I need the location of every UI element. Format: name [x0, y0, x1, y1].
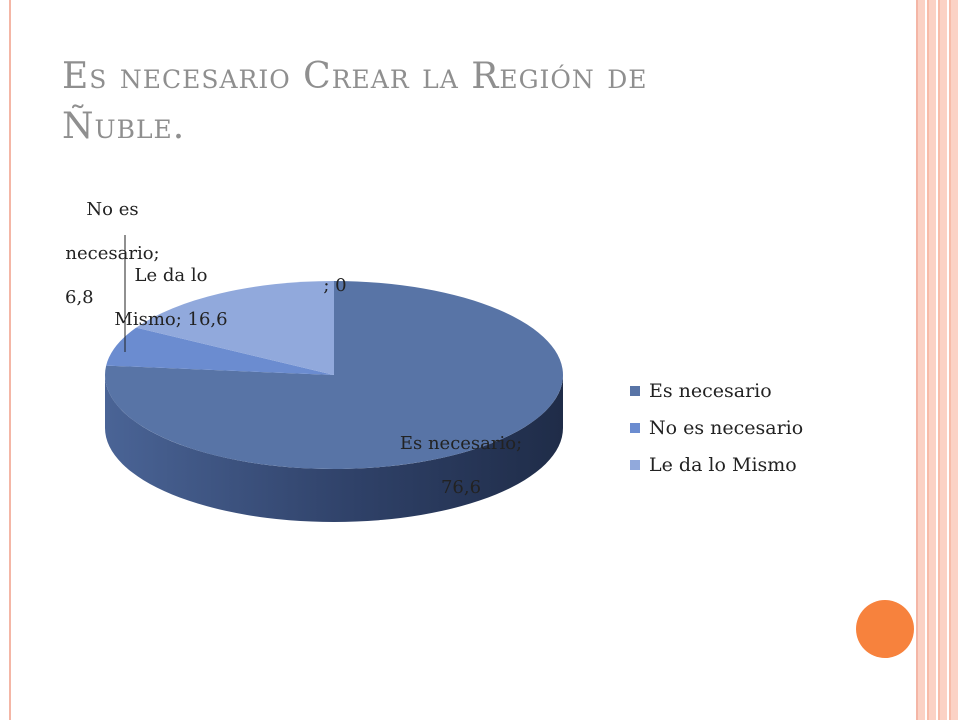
chart-legend: Es necesario No es necesario Le da lo Mi…: [630, 372, 803, 483]
slide-frame-left-border: [9, 0, 11, 720]
slide-frame-right-stripes: [918, 0, 960, 720]
legend-swatch: [630, 385, 640, 396]
decorative-orange-circle: [856, 600, 914, 658]
pie-slice-le-da-lo-mismo: [136, 281, 334, 375]
slide-title-line-1: Es necesario Crear la Región de: [62, 56, 648, 97]
legend-item-es-necesario: Es necesario: [630, 372, 803, 409]
legend-label: No es necesario: [649, 416, 804, 439]
data-label-no-es-necesario-line2: necesario;: [65, 243, 160, 264]
data-label-es-necesario: Es necesario; 76,6: [376, 411, 546, 521]
legend-swatch: [630, 422, 640, 433]
slide-title: Es necesario Crear la Región de Ñuble.: [62, 52, 822, 152]
data-label-es-necesario-value: 76,6: [440, 477, 482, 498]
legend-label: Es necesario: [649, 379, 772, 402]
legend-label: Le da lo Mismo: [649, 453, 797, 476]
data-label-le-da-lo-mismo-line1: Le da lo: [134, 265, 208, 286]
data-label-es-necesario-line1: Es necesario;: [399, 433, 523, 454]
pie-slice-no-es-necesario: [106, 327, 334, 375]
pie-side-wall: [105, 375, 563, 522]
legend-item-le-da-lo-mismo: Le da lo Mismo: [630, 446, 803, 483]
legend-item-no-es-necesario: No es necesario: [630, 409, 803, 446]
data-label-no-es-necesario-line1: No es: [86, 199, 139, 220]
legend-swatch: [630, 459, 640, 470]
slide-title-line-2: Ñuble.: [62, 106, 186, 147]
data-label-le-da-lo-mismo: Le da lo Mismo; 16,6: [86, 243, 256, 353]
data-label-le-da-lo-mismo-value: Mismo; 16,6: [114, 309, 228, 330]
data-label-no-es-necesario: No es necesario; 6,8: [40, 177, 185, 331]
data-label-empty-category-value: ; 0: [323, 275, 347, 296]
data-label-empty-category: ; 0: [310, 253, 360, 319]
data-label-no-es-necesario-value: 6,8: [65, 287, 94, 308]
slide-frame-right-edge: [916, 0, 918, 720]
